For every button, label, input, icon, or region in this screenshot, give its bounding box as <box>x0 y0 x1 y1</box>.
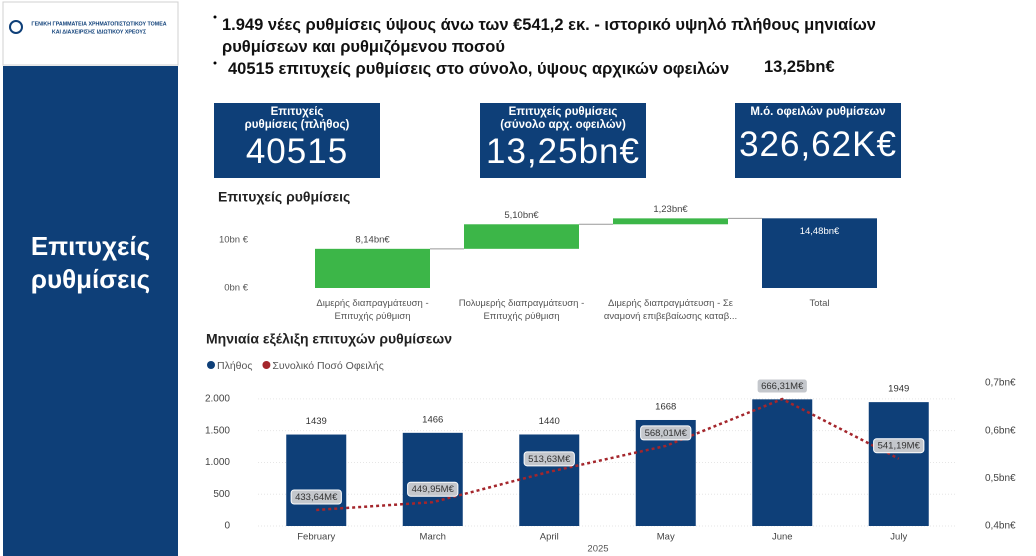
logo-emblem <box>9 20 23 34</box>
kpi-card: Επιτυχείς ρυθμίσεις (πλήθος) 40515 <box>214 103 380 178</box>
bar <box>752 399 813 526</box>
bar <box>286 434 347 526</box>
y-tick-label: 10bn € <box>219 234 249 245</box>
headline-highlight: 13,25bn€ <box>764 58 835 76</box>
bar <box>613 218 728 225</box>
data-label: 541,19M€ <box>878 441 921 452</box>
y2-tick-label: 0,7bn€ <box>985 378 1016 389</box>
y-tick-label: 0bn € <box>224 283 248 294</box>
kpi-title: Μ.ό. οφειλών ρυθμίσεων <box>750 106 886 118</box>
data-label: 449,95M€ <box>412 484 455 495</box>
data-label: 513,63M€ <box>528 454 571 465</box>
data-label-box <box>523 451 575 467</box>
bullet-dot <box>213 61 217 65</box>
x-tick-label: Πολυμερής διαπραγμάτευση - Επιτυχής ρύθμ… <box>458 298 585 322</box>
bar <box>868 402 929 526</box>
data-label: 14,48bn€ <box>800 226 840 237</box>
data-label-box <box>407 481 459 497</box>
section-title: Επιτυχείς ρυθμίσεις <box>30 231 151 294</box>
legend-label: Συνολικό Ποσό Οφειλής <box>272 360 383 372</box>
data-label: 1949 <box>888 384 909 395</box>
legend-label: Πλήθος <box>217 360 252 372</box>
data-label-box <box>640 425 692 441</box>
line <box>316 397 900 512</box>
y-tick-label: 1.000 <box>205 457 230 468</box>
data-label-box <box>756 378 808 394</box>
bullet-dot <box>213 15 217 19</box>
x-tick-label: April <box>540 532 559 543</box>
y2-tick-label: 0,6bn€ <box>985 425 1016 436</box>
y2-tick-label: 0,4bn€ <box>985 521 1016 532</box>
y-tick-label: 1.500 <box>205 425 230 436</box>
x-tick-label: Total <box>809 298 830 309</box>
legend-marker <box>207 361 215 369</box>
data-label-box <box>290 489 342 505</box>
kpi-value: 13,25bn€ <box>486 132 640 171</box>
data-label: 1439 <box>306 416 327 427</box>
side-panel <box>3 66 178 556</box>
logo-text: ΓΕΝΙΚΗ ΓΡΑΜΜΑΤΕΙΑ ΧΡΗΜΑΤΟΠΙΣΤΩΤΙΚΟΥ ΤΟΜΕ… <box>31 21 166 27</box>
data-label: 1,23bn€ <box>653 204 688 215</box>
kpi-value: 40515 <box>245 132 349 171</box>
data-label: 1668 <box>655 402 676 413</box>
y-tick-label: 2.000 <box>205 394 230 405</box>
data-label: 5,10bn€ <box>504 210 539 221</box>
x-axis-title: 2025 <box>587 544 608 555</box>
bar <box>402 432 463 526</box>
chart-title: Μηνιαία εξέλιξη επιτυχών ρυθμίσεων <box>206 331 452 347</box>
x-tick-label: Διμερής διαπραγμάτευση - Επιτυχής ρύθμισ… <box>316 298 429 322</box>
x-tick-label: May <box>657 532 675 543</box>
legend-marker <box>262 361 271 369</box>
data-label: 666,31M€ <box>761 381 804 392</box>
bar <box>464 224 579 249</box>
headline-bullet: 1.949 νέες ρυθμίσεις ύψους άνω των €541,… <box>222 16 876 56</box>
x-tick-label: July <box>890 532 907 543</box>
data-label-box <box>873 438 925 454</box>
headline-bullet: 40515 επιτυχείς ρυθμίσεις στο σύνολο, ύψ… <box>228 60 730 78</box>
x-tick-label: Διμερής διαπραγμάτευση - Σε αναμονή επιβ… <box>603 298 738 322</box>
logo-box <box>2 1 179 66</box>
x-tick-label: March <box>420 532 446 543</box>
data-label: 8,14bn€ <box>355 234 390 245</box>
chart-title: Επιτυχείς ρυθμίσεις <box>218 189 350 205</box>
data-label: 568,01M€ <box>645 428 688 439</box>
data-label: 1440 <box>539 416 560 427</box>
data-label: 1466 <box>422 414 443 425</box>
logo-text: ΚΑΙ ΔΙΑΧΕΙΡΙΣΗΣ ΙΔΙΩΤΙΚΟΥ ΧΡΕΟΥΣ <box>52 29 147 35</box>
data-label: 433,64M€ <box>295 492 338 503</box>
y-tick-label: 0 <box>224 521 230 532</box>
x-tick-label: June <box>772 532 793 543</box>
y2-tick-label: 0,5bn€ <box>985 473 1016 484</box>
bar <box>519 434 580 526</box>
kpi-title: Επιτυχείς ρυθμίσεις (πλήθος) <box>244 106 350 131</box>
kpi-card: Επιτυχείς ρυθμίσεις (σύνολο αρχ. οφειλών… <box>480 103 646 178</box>
kpi-title: Επιτυχείς ρυθμίσεις (σύνολο αρχ. οφειλών… <box>500 106 626 131</box>
bar <box>315 248 430 288</box>
x-tick-label: February <box>297 532 335 543</box>
kpi-value: 326,62K€ <box>739 125 897 164</box>
y-tick-label: 500 <box>213 489 230 500</box>
bar <box>762 218 877 288</box>
kpi-card: Μ.ό. οφειλών ρυθμίσεων 326,62K€ <box>735 103 901 178</box>
